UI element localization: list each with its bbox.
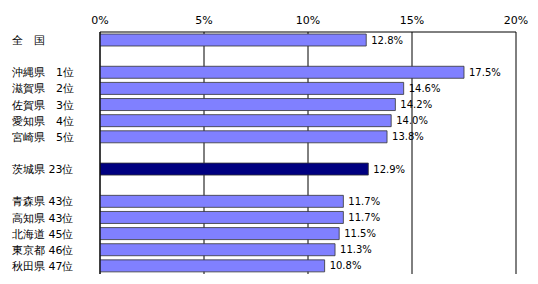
- svg-text:0%: 0%: [91, 14, 108, 27]
- svg-text:青森県 43位: 青森県 43位: [12, 195, 74, 208]
- svg-text:17.5%: 17.5%: [469, 67, 501, 78]
- svg-text:愛知県 4位: 愛知県 4位: [12, 115, 74, 128]
- svg-text:14.2%: 14.2%: [400, 99, 432, 110]
- svg-text:茨城県 23位: 茨城県 23位: [12, 163, 74, 176]
- svg-text:14.0%: 14.0%: [396, 115, 428, 126]
- svg-text:15%: 15%: [400, 14, 424, 27]
- svg-text:北海道 45位: 北海道 45位: [12, 228, 74, 241]
- svg-text:12.9%: 12.9%: [373, 164, 405, 175]
- svg-text:12.8%: 12.8%: [371, 35, 403, 46]
- svg-text:11.7%: 11.7%: [348, 212, 380, 223]
- svg-text:14.6%: 14.6%: [409, 83, 441, 94]
- svg-text:11.7%: 11.7%: [348, 196, 380, 207]
- svg-text:滋賀県 2位: 滋賀県 2位: [12, 82, 74, 95]
- svg-text:20%: 20%: [504, 14, 528, 27]
- svg-text:10%: 10%: [296, 14, 320, 27]
- svg-text:秋田県 47位: 秋田県 47位: [12, 260, 74, 273]
- svg-text:宮崎県 5位: 宮崎県 5位: [12, 131, 74, 144]
- svg-text:高知県 43位: 高知県 43位: [12, 212, 74, 225]
- svg-text:11.3%: 11.3%: [340, 244, 372, 255]
- svg-text:10.8%: 10.8%: [330, 260, 362, 271]
- svg-text:5%: 5%: [195, 14, 212, 27]
- svg-text:東京都 46位: 東京都 46位: [12, 244, 74, 257]
- svg-text:11.5%: 11.5%: [344, 228, 376, 239]
- svg-text:全 国: 全 国: [12, 34, 45, 47]
- svg-text:13.8%: 13.8%: [392, 131, 424, 142]
- svg-text:佐賀県 3位: 佐賀県 3位: [12, 99, 74, 112]
- svg-text:沖縄県 1位: 沖縄県 1位: [12, 66, 74, 79]
